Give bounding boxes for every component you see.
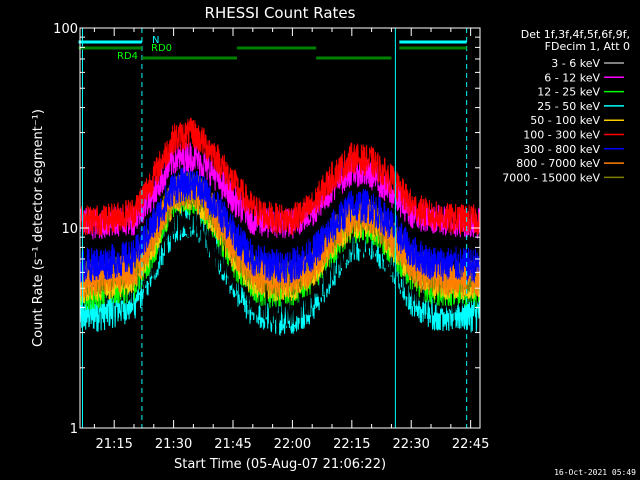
flag-label-rd0: RD0	[151, 43, 172, 54]
legend-label: 50 - 100 keV	[530, 114, 600, 127]
legend-header-line: FDecim 1, Att 0	[545, 40, 630, 53]
y-tick-label: 1	[70, 422, 78, 437]
y-axis-label: Count Rate (s⁻¹ detector segment⁻¹)	[31, 109, 46, 347]
x-axis-label: Start Time (05-Aug-07 21:06:22)	[174, 457, 386, 472]
x-tick-label: 22:45	[452, 437, 489, 452]
legend-label: 100 - 300 keV	[523, 129, 600, 142]
series-line-5	[80, 117, 480, 236]
legend-label: 300 - 800 keV	[523, 143, 600, 156]
x-tick-label: 21:45	[214, 437, 251, 452]
chart-title: RHESSI Count Rates	[205, 4, 356, 22]
timestamp: 16-Oct-2021 05:49	[554, 468, 636, 477]
legend-label: 12 - 25 keV	[537, 86, 600, 99]
x-tick-label: 22:15	[333, 437, 370, 452]
flag-label-rd4: RD4	[117, 51, 138, 62]
x-tick-label: 21:30	[155, 437, 192, 452]
y-tick-label: 10	[61, 222, 78, 237]
flag-label-n: N	[152, 35, 159, 46]
x-tick-label: 22:00	[274, 437, 311, 452]
y-tick-label: 100	[53, 22, 78, 37]
legend-label: 25 - 50 keV	[537, 100, 600, 113]
x-tick-label: 22:30	[392, 437, 429, 452]
legend: Det 1f,3f,4f,5f,6f,9f,FDecim 1, Att 0 3 -…	[502, 28, 630, 184]
legend-label: 3 - 6 keV	[551, 57, 600, 70]
legend-header-line: Det 1f,3f,4f,5f,6f,9f,	[521, 28, 630, 41]
legend-label: 7000 - 15000 keV	[502, 171, 600, 184]
x-tick-label: 21:15	[95, 437, 132, 452]
legend-label: 800 - 7000 keV	[516, 157, 600, 170]
legend-label: 6 - 12 keV	[544, 71, 600, 84]
series-line-6	[80, 165, 480, 284]
